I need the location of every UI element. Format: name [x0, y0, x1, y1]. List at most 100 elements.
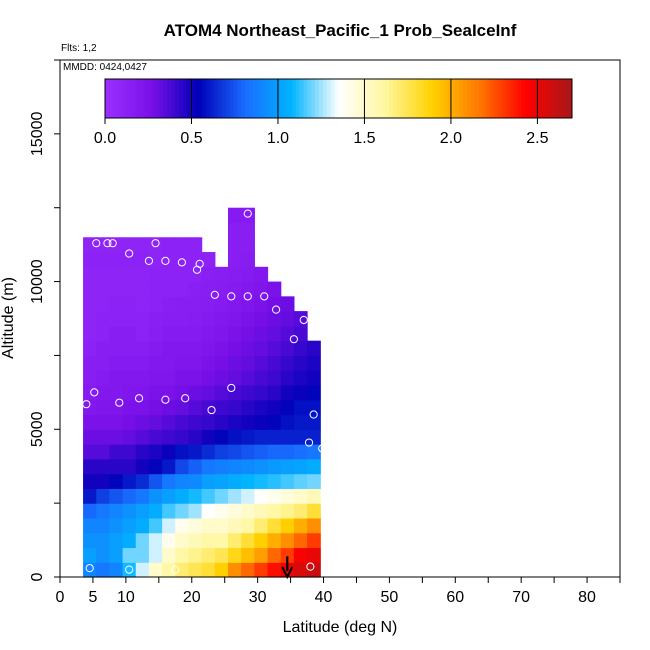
heatmap-cell	[175, 370, 190, 386]
y-tick-label: 0	[29, 572, 46, 581]
heatmap-cell	[254, 444, 269, 460]
colorbar-segment	[319, 79, 324, 118]
heatmap-cell	[214, 399, 229, 416]
sample-point	[85, 564, 94, 573]
heatmap-cell	[135, 414, 150, 430]
heatmap-cell	[228, 384, 242, 401]
heatmap-cell	[162, 488, 176, 504]
heatmap-cell	[122, 399, 137, 416]
sample-point	[318, 444, 327, 453]
heatmap-cell	[83, 325, 97, 342]
heatmap-cell	[96, 384, 111, 401]
heatmap-cell	[307, 517, 321, 534]
sample-point	[210, 290, 219, 299]
heatmap-cell	[228, 473, 242, 489]
heatmap-cell	[201, 562, 216, 578]
heatmap-cell	[175, 399, 190, 416]
heatmap-cell	[188, 444, 203, 460]
colorbar-segment	[490, 79, 495, 118]
heatmap-cell	[83, 399, 97, 416]
heatmap-cell	[228, 207, 242, 224]
heatmap-cell	[201, 311, 216, 327]
heatmap-cells	[83, 207, 321, 578]
heatmap-cell	[241, 517, 255, 534]
colorbar	[104, 78, 573, 119]
heatmap-cell	[135, 384, 150, 401]
heatmap-cell	[267, 399, 282, 416]
heatmap-cell	[175, 296, 190, 312]
y-axis-label: Altitude (m)	[0, 277, 17, 359]
colorbar-segment	[463, 79, 468, 118]
heatmap-cell	[135, 503, 150, 519]
x-tick-label: 20	[183, 589, 201, 606]
heatmap-cell	[175, 384, 190, 401]
sample-point	[134, 394, 144, 403]
colorbar-segment	[155, 79, 160, 118]
heatmap-cell	[162, 355, 176, 371]
heatmap-cell	[175, 266, 190, 283]
sample-point	[151, 239, 160, 248]
heatmap-cell	[162, 429, 176, 445]
heatmap-cell	[148, 444, 163, 460]
heatmap-cell	[280, 517, 295, 534]
colorbar-segment	[478, 79, 483, 118]
colorbar-segment	[186, 79, 192, 118]
heatmap-cell	[241, 399, 255, 416]
heatmap-cell	[254, 311, 269, 327]
colorbar-segment	[284, 79, 289, 118]
heatmap-cell	[267, 503, 282, 519]
colorbar-segment	[525, 79, 530, 118]
heatmap-cell	[175, 444, 190, 460]
heatmap-cell	[267, 296, 282, 312]
colorbar-segment	[143, 79, 149, 118]
heatmap-cell	[280, 399, 295, 416]
colorbar-segment	[354, 79, 359, 118]
heatmap-cell	[122, 266, 137, 283]
heatmap-cell	[241, 503, 255, 519]
heatmap-cell	[83, 547, 97, 563]
heatmap-cell	[214, 266, 229, 283]
heatmap-cell	[254, 429, 269, 445]
colorbar-segment	[482, 79, 487, 118]
heatmap-cell	[135, 340, 150, 357]
heatmap-cell	[214, 562, 229, 578]
heatmap-cell	[267, 458, 282, 475]
heatmap-cell	[148, 355, 163, 371]
heatmap-cell	[188, 325, 203, 342]
sample-point	[227, 383, 236, 393]
heatmap-cell	[188, 281, 203, 297]
heatmap-cell	[188, 252, 203, 268]
heatmap-cell	[214, 473, 229, 489]
heatmap-cell	[109, 532, 124, 549]
colorbar-segment	[245, 79, 250, 118]
colorbar-segment	[365, 79, 371, 118]
colorbar-segment	[474, 79, 480, 118]
heatmap-cell	[267, 547, 282, 563]
heatmap-cell	[307, 414, 321, 430]
flights-label: Flts: 1,2	[61, 43, 97, 54]
heatmap-cell	[280, 296, 295, 312]
heatmap-cell	[267, 444, 282, 460]
sample-point	[306, 562, 315, 571]
heatmap-cell	[228, 266, 242, 283]
heatmap-cell	[228, 222, 242, 238]
sample-point	[115, 398, 124, 407]
colorbar-segment	[556, 79, 561, 118]
heatmap-cell	[188, 517, 203, 534]
colorbar-segment	[237, 79, 242, 118]
heatmap-cell	[148, 562, 163, 578]
heatmap-cell	[162, 414, 176, 430]
heatmap-cell	[201, 547, 216, 563]
x-tick-label: 50	[381, 589, 399, 606]
sample-point	[243, 292, 252, 301]
heatmap-cell	[135, 517, 150, 534]
colorbar-tick-label: 1.0	[267, 130, 289, 147]
heatmap-cell	[201, 458, 216, 475]
heatmap-cell	[214, 532, 229, 549]
heatmap-cell	[307, 547, 321, 563]
heatmap-cell	[188, 503, 203, 519]
heatmap-cell	[148, 266, 163, 283]
colorbar-ticks: 0.0 0.5 1.0 1.5 2.0 2.5	[94, 79, 549, 147]
heatmap-cell	[241, 384, 255, 401]
